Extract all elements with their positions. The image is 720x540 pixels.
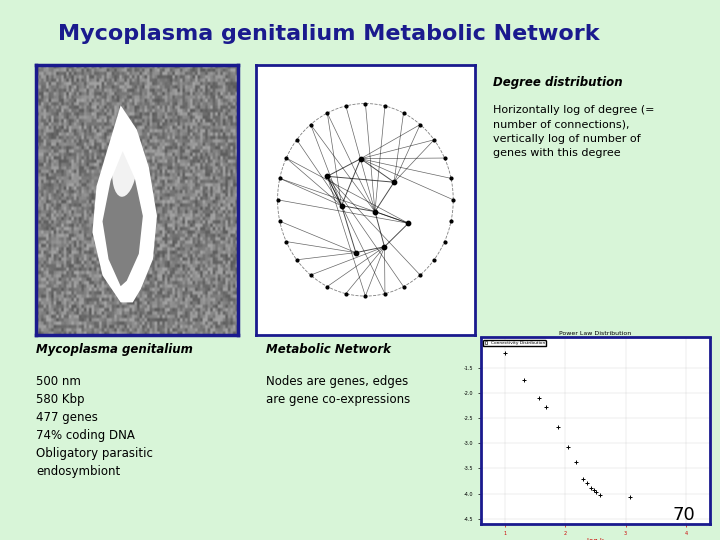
Point xyxy=(274,174,286,183)
Point xyxy=(281,237,292,246)
Point xyxy=(322,109,333,117)
Point xyxy=(359,292,372,300)
Point xyxy=(388,178,400,186)
Point xyxy=(533,394,544,402)
Ellipse shape xyxy=(112,138,138,197)
Point xyxy=(305,271,316,279)
Point xyxy=(499,348,510,357)
Text: Nodes are genes, edges
are gene co-expressions: Nodes are genes, edges are gene co-expre… xyxy=(266,375,410,406)
Point xyxy=(428,136,440,144)
Point xyxy=(415,271,426,279)
Point xyxy=(588,485,599,494)
Text: Horizontally log of degree (=
number of connections),
vertically log of number o: Horizontally log of degree (= number of … xyxy=(493,105,654,159)
Point xyxy=(397,282,409,291)
Point xyxy=(594,490,606,499)
Legend: Connectivity Distribution: Connectivity Distribution xyxy=(483,340,546,346)
Point xyxy=(336,201,347,210)
Point xyxy=(402,219,414,227)
Point xyxy=(355,154,366,163)
Point xyxy=(562,443,574,451)
Point xyxy=(438,237,450,246)
Point xyxy=(272,195,284,204)
Point xyxy=(379,102,391,110)
Text: 500 nm
580 Kbp
477 genes
74% coding DNA
Obligatory parasitic
endosymbiont: 500 nm 580 Kbp 477 genes 74% coding DNA … xyxy=(36,375,153,478)
Text: Metabolic Network: Metabolic Network xyxy=(266,343,392,356)
Point xyxy=(291,136,302,144)
Point xyxy=(340,102,351,110)
Point xyxy=(570,458,582,467)
Point xyxy=(438,154,450,163)
Point xyxy=(305,120,316,129)
Point xyxy=(445,217,456,226)
Polygon shape xyxy=(102,151,143,286)
Point xyxy=(281,154,292,163)
Point xyxy=(359,99,372,108)
Point xyxy=(577,475,589,484)
Point xyxy=(397,109,409,117)
Point xyxy=(321,172,333,181)
Text: Mycoplasma genitalium Metabolic Network: Mycoplasma genitalium Metabolic Network xyxy=(58,24,599,44)
Point xyxy=(369,207,381,216)
Point xyxy=(518,376,530,384)
Title: Power Law Distribution: Power Law Distribution xyxy=(559,330,631,336)
Point xyxy=(552,423,564,431)
Point xyxy=(585,483,596,492)
Point xyxy=(447,195,459,204)
Point xyxy=(322,282,333,291)
Text: Degree distribution: Degree distribution xyxy=(493,76,623,89)
Point xyxy=(350,248,361,257)
Point xyxy=(291,255,302,264)
Point xyxy=(581,478,593,487)
Point xyxy=(379,289,391,298)
Point xyxy=(415,120,426,129)
Point xyxy=(379,242,390,251)
X-axis label: log k: log k xyxy=(587,538,604,540)
Text: 70: 70 xyxy=(672,506,695,524)
Polygon shape xyxy=(92,105,157,302)
Point xyxy=(428,255,440,264)
Text: Mycoplasma genitalium: Mycoplasma genitalium xyxy=(36,343,193,356)
Point xyxy=(274,217,286,226)
Point xyxy=(625,493,636,502)
Point xyxy=(340,289,351,298)
Point xyxy=(590,488,602,496)
Point xyxy=(445,174,456,183)
Point xyxy=(540,403,552,411)
